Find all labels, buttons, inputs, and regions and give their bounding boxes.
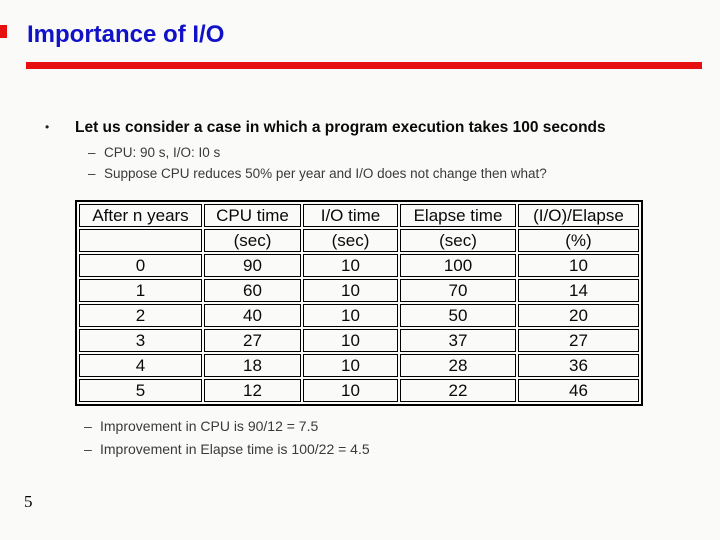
table-header-cell: (I/O)/Elapse [518,204,639,227]
table-cell: 3 [79,329,202,352]
page-number: 5 [24,492,33,511]
bullet-dot-icon: • [45,120,50,134]
table-cell: 10 [303,304,398,327]
dash-icon: – [88,145,96,160]
data-table: After n years CPU time I/O time Elapse t… [75,200,643,406]
table-cell: 28 [400,354,516,377]
title-underline-rule [26,62,702,69]
sub-bullet-list-top: – CPU: 90 s, I/O: I0 s – Suppose CPU red… [88,142,547,184]
sub-bullet-improvement-cpu: – Improvement in CPU is 90/12 = 7.5 [84,415,370,438]
table-header-cell: I/O time [303,204,398,227]
table-cell: 2 [79,304,202,327]
main-bullet-text: Let us consider a case in which a progra… [75,119,606,136]
table-cell: 36 [518,354,639,377]
sub-bullet-list-bottom: – Improvement in CPU is 90/12 = 7.5 – Im… [84,415,370,461]
sub-bullet-suppose: – Suppose CPU reduces 50% per year and I… [88,163,547,184]
sub-bullet-text: Improvement in CPU is 90/12 = 7.5 [100,418,319,434]
table-row: 1 60 10 70 14 [79,279,639,302]
table-cell: 1 [79,279,202,302]
table-units-row: (sec) (sec) (sec) (%) [79,229,639,252]
table-cell: 100 [400,254,516,277]
table-units-cell [79,229,202,252]
table-cell: 46 [518,379,639,402]
table-cell: 14 [518,279,639,302]
table-cell: 5 [79,379,202,402]
table-cell: 4 [79,354,202,377]
table-cell: 10 [303,379,398,402]
sub-bullet-text: Improvement in Elapse time is 100/22 = 4… [100,441,370,457]
table-cell: 10 [303,329,398,352]
table-row: 4 18 10 28 36 [79,354,639,377]
table-cell: 0 [79,254,202,277]
table-cell: 20 [518,304,639,327]
table-header-cell: After n years [79,204,202,227]
table-header-cell: CPU time [204,204,301,227]
sub-bullet-text: Suppose CPU reduces 50% per year and I/O… [104,166,547,181]
corner-accent-square [0,25,7,38]
table-cell: 90 [204,254,301,277]
table-cell: 10 [518,254,639,277]
table-cell: 40 [204,304,301,327]
table-cell: 18 [204,354,301,377]
table-cell: 10 [303,279,398,302]
table-units-cell: (sec) [204,229,301,252]
table-cell: 10 [303,354,398,377]
dash-icon: – [88,166,96,181]
table-cell: 10 [303,254,398,277]
table-cell: 12 [204,379,301,402]
sub-bullet-cpu-io: – CPU: 90 s, I/O: I0 s [88,142,547,163]
table-cell: 22 [400,379,516,402]
sub-bullet-improvement-elapse: – Improvement in Elapse time is 100/22 =… [84,438,370,461]
sub-bullet-text: CPU: 90 s, I/O: I0 s [104,145,221,160]
table-row: 0 90 10 100 10 [79,254,639,277]
table-cell: 37 [400,329,516,352]
table-units-cell: (sec) [303,229,398,252]
table-header-cell: Elapse time [400,204,516,227]
table-units-cell: (sec) [400,229,516,252]
table-row: 2 40 10 50 20 [79,304,639,327]
table-row: 5 12 10 22 46 [79,379,639,402]
table-cell: 60 [204,279,301,302]
table-cell: 50 [400,304,516,327]
dash-icon: – [84,441,92,457]
table-cell: 70 [400,279,516,302]
table-cell: 27 [518,329,639,352]
main-bullet: • Let us consider a case in which a prog… [45,118,695,137]
table-cell: 27 [204,329,301,352]
table-row: 3 27 10 37 27 [79,329,639,352]
page-title: Importance of I/O [27,21,225,48]
table-units-cell: (%) [518,229,639,252]
dash-icon: – [84,418,92,434]
table-header-row: After n years CPU time I/O time Elapse t… [79,204,639,227]
